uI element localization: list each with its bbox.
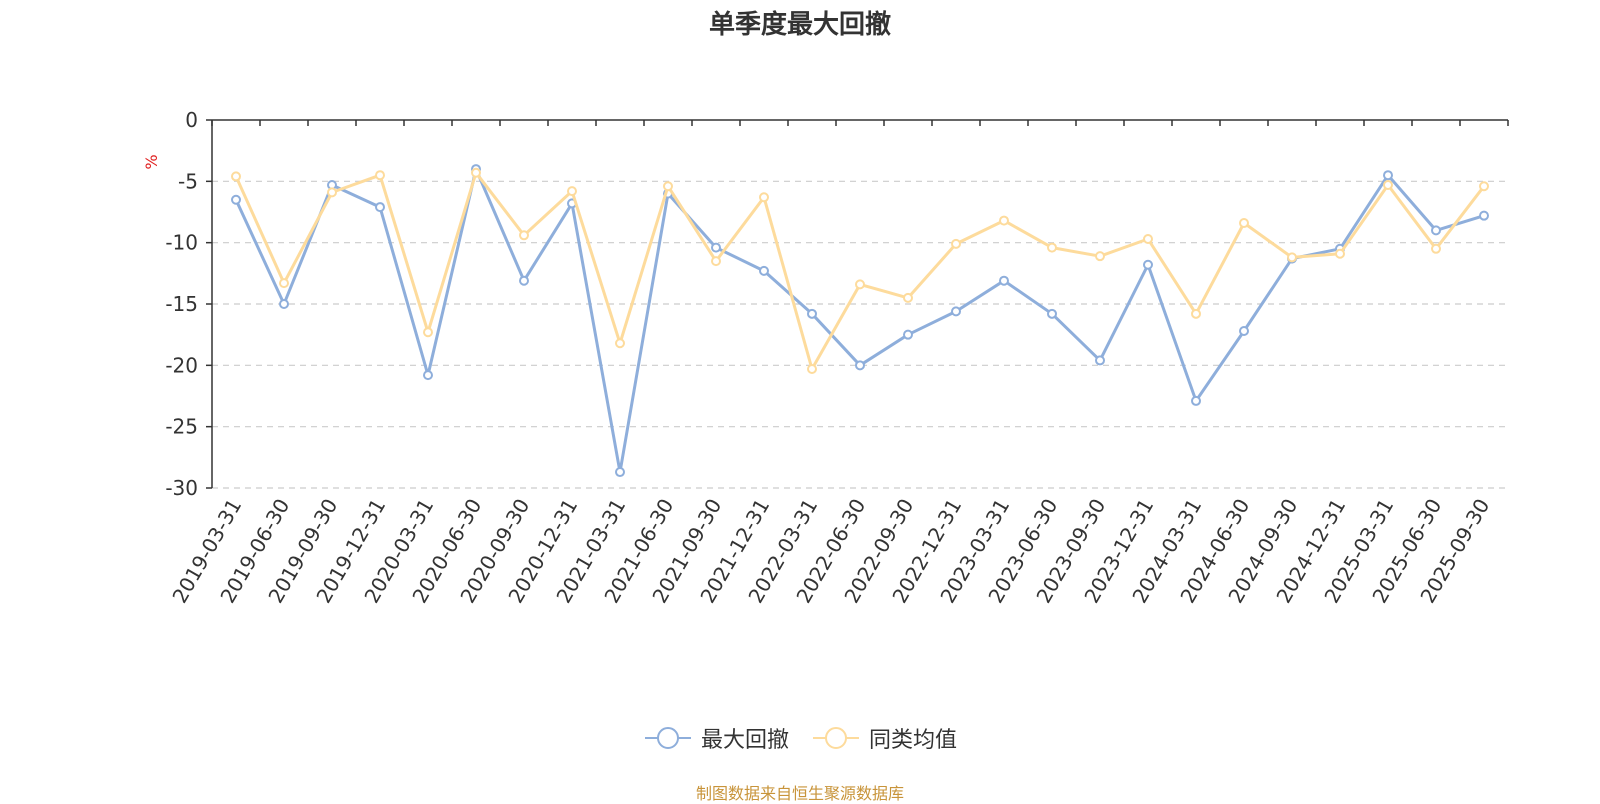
data-point-series-0 — [375, 202, 385, 213]
data-point-series-1 — [567, 186, 577, 197]
y-tick-label: -5 — [178, 169, 198, 193]
legend-symbol-max-drawdown — [644, 727, 691, 749]
legend-label-category-average: 同类均值 — [869, 728, 958, 753]
data-point-series-1 — [759, 192, 769, 203]
data-point-series-1 — [375, 170, 385, 181]
legend-item-category-average[interactable]: 同类均值 — [811, 722, 957, 754]
data-point-series-1 — [807, 364, 817, 375]
y-tick-label: -15 — [165, 292, 198, 316]
data-point-series-1 — [711, 256, 721, 267]
data-point-series-1 — [1335, 248, 1345, 259]
data-point-series-1 — [615, 338, 625, 349]
data-point-series-1 — [1095, 251, 1105, 262]
data-point-series-1 — [1239, 218, 1249, 229]
data-point-series-1 — [1479, 181, 1489, 192]
data-point-series-0 — [759, 265, 769, 276]
data-point-series-1 — [951, 238, 961, 249]
series-line-1 — [234, 171, 1486, 371]
data-point-series-0 — [615, 467, 625, 478]
data-point-series-0 — [423, 370, 433, 381]
data-point-series-0 — [1095, 355, 1105, 366]
chart-title: 单季度最大回撤 — [708, 10, 891, 40]
data-point-series-0 — [1143, 259, 1153, 270]
data-point-series-1 — [471, 167, 481, 178]
data-point-series-1 — [1287, 252, 1297, 263]
data-point-series-0 — [1239, 325, 1249, 336]
data-point-series-1 — [1143, 233, 1153, 244]
y-tick-label: -10 — [165, 231, 198, 255]
data-point-series-0 — [903, 329, 913, 340]
data-point-series-0 — [855, 360, 865, 371]
y-tick-label: -30 — [165, 476, 198, 500]
data-point-series-0 — [279, 299, 289, 309]
data-point-series-0 — [807, 308, 817, 319]
data-point-series-1 — [231, 171, 241, 182]
data-point-series-1 — [423, 327, 433, 338]
data-point-series-1 — [1431, 243, 1441, 254]
data-point-series-0 — [1383, 170, 1393, 181]
y-axis-label: % — [142, 154, 161, 169]
legend-symbol-category-average — [813, 727, 859, 749]
data-point-series-0 — [1431, 225, 1441, 236]
y-tick-label: -20 — [165, 353, 198, 377]
data-point-series-0 — [1479, 210, 1489, 221]
data-point-series-0 — [711, 242, 721, 253]
data-point-series-1 — [999, 215, 1009, 226]
data-point-series-0 — [999, 275, 1009, 286]
data-point-series-1 — [519, 230, 529, 241]
y-tick-label: -25 — [165, 415, 198, 439]
data-point-series-0 — [951, 306, 961, 317]
legend-label-max-drawdown: 最大回撤 — [700, 728, 789, 753]
data-point-series-1 — [327, 187, 337, 198]
data-point-series-1 — [1383, 180, 1393, 191]
legend-item-max-drawdown[interactable]: 最大回撤 — [643, 722, 789, 754]
data-point-series-1 — [1047, 242, 1057, 253]
data-point-series-1 — [903, 292, 913, 303]
source-note: 制图数据来自恒生聚源数据库 — [695, 784, 904, 803]
data-point-series-1 — [663, 181, 673, 192]
data-point-series-1 — [1191, 308, 1201, 319]
legend: 最大回撤 同类均值 — [0, 722, 1600, 754]
data-point-series-1 — [279, 278, 289, 289]
data-point-series-0 — [231, 194, 241, 205]
data-point-series-0 — [519, 275, 529, 286]
data-point-series-1 — [855, 279, 865, 290]
data-point-series-0 — [1047, 308, 1057, 319]
data-point-series-0 — [1191, 395, 1201, 406]
y-tick-label: 0 — [185, 108, 198, 132]
